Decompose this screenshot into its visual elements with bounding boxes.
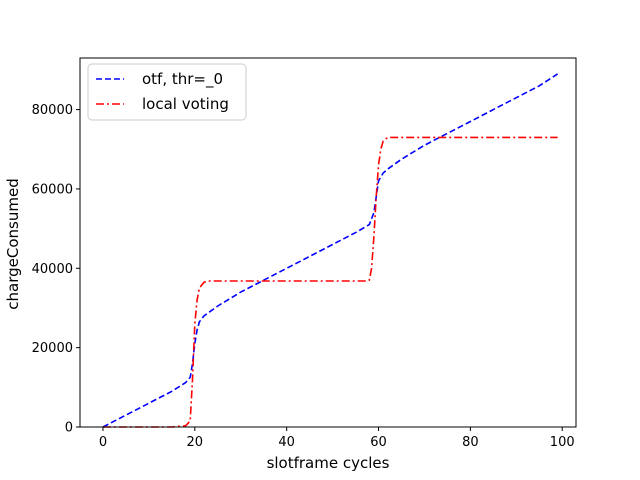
y-axis-label: chargeConsumed bbox=[4, 178, 22, 309]
y-tick-label: 60000 bbox=[32, 182, 73, 197]
y-axis: 0 20000 40000 60000 80000 bbox=[32, 103, 80, 436]
y-tick-label: 0 bbox=[65, 421, 73, 436]
y-tick-label: 80000 bbox=[32, 103, 73, 118]
legend: otf, thr=_0 local voting bbox=[87, 63, 247, 121]
series-layer bbox=[102, 73, 559, 428]
series-line-otf-thr-0 bbox=[102, 73, 559, 428]
x-axis: 0 20 40 60 80 100 bbox=[99, 427, 575, 450]
legend-label-otf: otf, thr=_0 bbox=[142, 70, 223, 89]
legend-box bbox=[87, 63, 247, 121]
x-axis-label: slotframe cycles bbox=[267, 454, 390, 472]
x-tick-label: 40 bbox=[278, 435, 295, 450]
plot-frame bbox=[79, 57, 577, 428]
x-tick-label: 20 bbox=[187, 435, 204, 450]
plot-area-border bbox=[79, 57, 577, 428]
x-tick-label: 0 bbox=[99, 435, 107, 450]
y-tick-label: 40000 bbox=[32, 262, 73, 277]
x-tick-label: 60 bbox=[370, 435, 387, 450]
x-tick-label: 80 bbox=[462, 435, 479, 450]
y-tick-label: 20000 bbox=[32, 341, 73, 356]
x-tick-label: 100 bbox=[550, 435, 575, 450]
legend-label-local-voting: local voting bbox=[142, 95, 229, 113]
